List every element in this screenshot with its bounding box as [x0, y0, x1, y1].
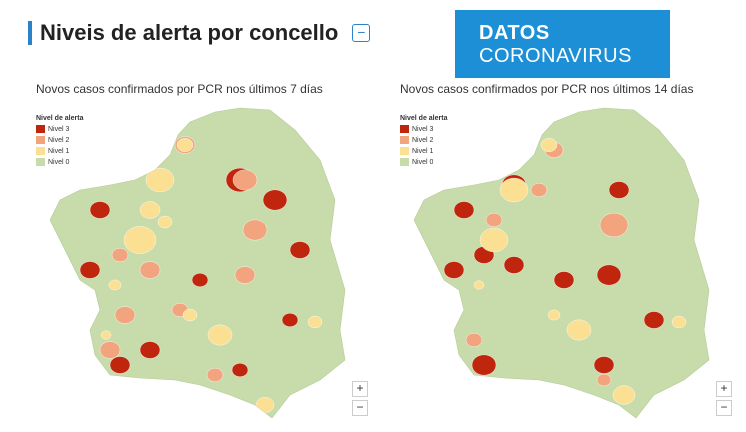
map-7d[interactable]	[0, 100, 360, 432]
concello-area[interactable]	[242, 219, 268, 241]
concello-area[interactable]	[191, 272, 209, 287]
concello-area[interactable]	[485, 212, 503, 227]
concello-area[interactable]	[109, 356, 131, 374]
legend-item[interactable]: Nivel 1	[400, 147, 447, 155]
concello-area[interactable]	[231, 363, 249, 378]
concello-area[interactable]	[123, 226, 157, 254]
concello-area[interactable]	[479, 227, 509, 253]
concello-area[interactable]	[111, 247, 129, 262]
concello-area[interactable]	[465, 332, 483, 347]
zoom-out-button[interactable]: −	[716, 400, 732, 416]
title-accent-bar	[28, 21, 32, 45]
concello-area[interactable]	[281, 312, 299, 327]
concello-area[interactable]	[540, 138, 558, 153]
map-14d[interactable]	[364, 100, 724, 432]
concello-area[interactable]	[99, 341, 121, 359]
concello-area[interactable]	[596, 373, 612, 387]
legend-title: Nivel de alerta	[400, 115, 448, 122]
concello-area[interactable]	[262, 189, 288, 211]
legend-7d: Nivel de alerta Nivel 3 Nivel 2 Nivel 1 …	[36, 115, 83, 169]
collapse-button[interactable]: −	[352, 24, 371, 42]
concello-area[interactable]	[108, 279, 122, 291]
concello-area[interactable]	[612, 385, 636, 405]
concello-area[interactable]	[232, 169, 258, 191]
concello-area[interactable]	[443, 261, 465, 279]
concello-area[interactable]	[566, 319, 592, 341]
logo-line2: CORONAVIRUS	[479, 45, 632, 67]
concello-area[interactable]	[114, 306, 136, 324]
legend-item[interactable]: Nivel 2	[36, 136, 83, 144]
concello-area[interactable]	[207, 324, 233, 346]
legend-item[interactable]: Nivel 0	[400, 158, 447, 166]
concello-area[interactable]	[671, 315, 687, 329]
page-title: Niveis de alerta por concello	[40, 20, 339, 45]
concello-area[interactable]	[157, 215, 173, 229]
legend-14d: Nivel de alerta Nivel 3 Nivel 2 Nivel 1 …	[400, 115, 447, 169]
concello-area[interactable]	[176, 138, 194, 153]
logo-line1: DATOS	[479, 22, 550, 44]
zoom-in-button[interactable]: +	[716, 381, 732, 397]
concello-area[interactable]	[61, 342, 79, 357]
concello-area[interactable]	[255, 397, 275, 413]
legend-title: Nivel de alerta	[36, 115, 84, 122]
legend-item[interactable]: Nivel 0	[36, 158, 83, 166]
zoom-controls-14d: + −	[716, 381, 732, 416]
concello-area[interactable]	[547, 309, 561, 321]
concello-area[interactable]	[89, 201, 111, 219]
concello-area[interactable]	[453, 201, 475, 219]
concello-area[interactable]	[553, 271, 575, 289]
concello-area[interactable]	[139, 341, 161, 359]
concello-area[interactable]	[206, 368, 224, 383]
concello-area[interactable]	[145, 167, 175, 193]
concello-area[interactable]	[643, 311, 665, 329]
concello-area[interactable]	[139, 201, 161, 219]
concello-area[interactable]	[182, 308, 198, 322]
concello-area[interactable]	[79, 261, 101, 279]
concello-area[interactable]	[234, 266, 256, 284]
legend-item[interactable]: Nivel 3	[36, 125, 83, 133]
zoom-controls-7d: + −	[352, 381, 368, 416]
datos-coronavirus-logo: DATOS CORONAVIRUS	[455, 10, 670, 78]
concello-area[interactable]	[608, 181, 630, 199]
concello-area[interactable]	[596, 264, 622, 286]
concello-area[interactable]	[499, 177, 529, 203]
concello-area[interactable]	[433, 326, 455, 344]
galicia-region[interactable]	[49, 107, 346, 419]
concello-area[interactable]	[599, 212, 629, 238]
zoom-out-button[interactable]: −	[352, 400, 368, 416]
concello-area[interactable]	[289, 241, 311, 259]
concello-area[interactable]	[100, 330, 112, 340]
legend-item[interactable]: Nivel 3	[400, 125, 447, 133]
galicia-region[interactable]	[413, 107, 710, 419]
legend-item[interactable]: Nivel 2	[400, 136, 447, 144]
concello-area[interactable]	[473, 280, 485, 290]
map-14d-subtitle: Novos casos confirmados por PCR nos últi…	[400, 82, 694, 96]
concello-area[interactable]	[71, 327, 89, 342]
map-7d-subtitle: Novos casos confirmados por PCR nos últi…	[36, 82, 323, 96]
concello-area[interactable]	[471, 354, 497, 376]
concello-area[interactable]	[530, 182, 548, 197]
concello-area[interactable]	[593, 356, 615, 374]
section-title: Niveis de alerta por concello −	[28, 20, 371, 46]
concello-area[interactable]	[503, 256, 525, 274]
zoom-in-button[interactable]: +	[352, 381, 368, 397]
legend-item[interactable]: Nivel 1	[36, 147, 83, 155]
concello-area[interactable]	[307, 315, 323, 329]
concello-area[interactable]	[139, 261, 161, 279]
